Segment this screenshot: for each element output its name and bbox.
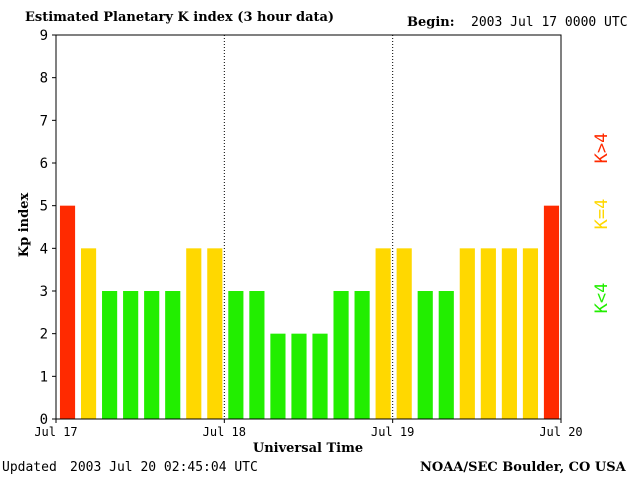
kp-bar xyxy=(354,291,370,419)
kp-bar xyxy=(522,248,539,419)
x-axis-label: Universal Time xyxy=(253,441,363,456)
legend-yellow-label: K=4 xyxy=(592,199,612,230)
chart-title: Estimated Planetary K index (3 hour data… xyxy=(25,10,335,25)
kp-bar xyxy=(80,248,97,419)
plot-frame xyxy=(55,34,562,420)
kp-bar xyxy=(144,291,160,419)
kp-bar xyxy=(375,248,391,419)
y-tick-label: 4 xyxy=(40,241,48,257)
legend-red-label: K>4 xyxy=(592,133,612,164)
kp-bar xyxy=(249,291,265,419)
kp-bar xyxy=(207,248,223,419)
kp-bar xyxy=(312,333,328,419)
begin-label: Begin: xyxy=(407,15,455,30)
kp-bar xyxy=(102,291,118,419)
kp-bar xyxy=(396,248,412,419)
y-tick-label: 0 xyxy=(40,412,48,428)
kp-bar xyxy=(165,291,181,419)
kp-bar xyxy=(270,333,286,419)
y-tick-label: 7 xyxy=(40,113,48,129)
kp-bar xyxy=(480,248,496,419)
kp-bar xyxy=(501,248,517,419)
kp-bar xyxy=(186,248,202,419)
x-tick-label: Jul 20 xyxy=(539,425,582,439)
kp-bar xyxy=(333,291,349,419)
updated-label: Updated xyxy=(2,460,57,475)
kp-bar xyxy=(417,291,433,419)
y-tick-label: 6 xyxy=(40,156,48,172)
y-tick-label: 5 xyxy=(40,199,48,215)
kp-bar xyxy=(228,291,244,419)
kp-bar xyxy=(59,205,76,419)
updated-value: 2003 Jul 20 02:45:04 UTC xyxy=(70,460,258,475)
y-tick-label: 2 xyxy=(40,327,48,343)
x-tick-label: Jul 18 xyxy=(203,425,246,439)
kp-bar xyxy=(291,333,307,419)
y-tick-label: 3 xyxy=(40,284,48,300)
y-tick-label: 1 xyxy=(40,369,48,385)
y-tick-label: 9 xyxy=(40,28,48,44)
kp-bar xyxy=(438,291,454,419)
kp-bar xyxy=(543,205,560,419)
begin-value: 2003 Jul 17 0000 UTC xyxy=(471,15,628,30)
source-credit: NOAA/SEC Boulder, CO USA xyxy=(420,460,626,475)
x-tick-label: Jul 19 xyxy=(371,425,414,439)
kp-bar xyxy=(123,291,139,419)
y-axis-label: Kp index xyxy=(17,193,32,258)
x-tick-label: Jul 17 xyxy=(34,425,77,439)
y-tick-label: 8 xyxy=(40,71,48,87)
kp-bar xyxy=(459,248,475,419)
legend-green-label: K<4 xyxy=(592,283,612,314)
